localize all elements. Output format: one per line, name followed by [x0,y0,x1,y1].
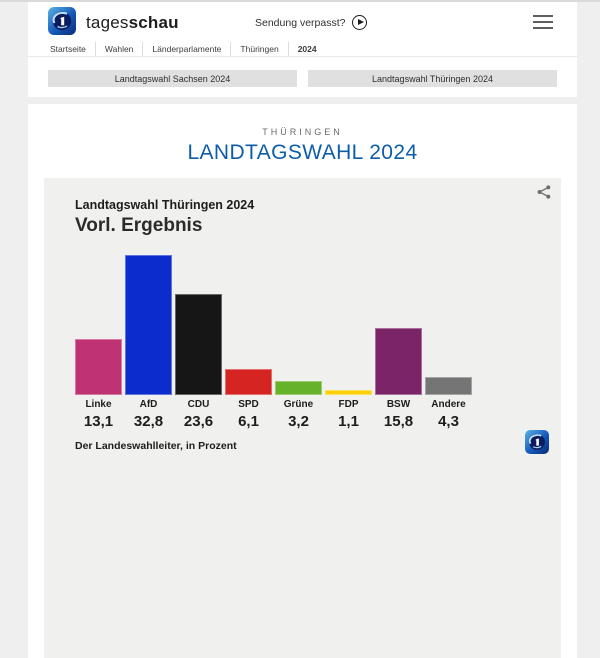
party-name: BSW [386,399,411,410]
party-result-value: 32,8 [133,413,164,430]
breadcrumb-item-länderparlamente[interactable]: Länderparlamente [143,42,232,56]
bar-label-afd: AfD 32,8 [125,399,172,430]
bar-andere [425,377,472,395]
bar-label-fdp: FDP 1,1 [325,399,372,430]
party-result-value: 4,3 [438,413,459,430]
bar-label-grüne: Grüne 3,2 [275,399,322,430]
bar-fdp [325,390,372,395]
breadcrumb-item-thüringen[interactable]: Thüringen [231,42,289,56]
bar-grüne [275,381,322,395]
site-header: tagesschau Sendung verpasst? Startseite W… [28,2,577,57]
bar-bsw [375,328,422,395]
election-nav-buttons: Landtagswahl Sachsen 2024 Landtagswahl Th… [28,57,577,97]
chart-title: Landtagswahl Thüringen 2024 [75,198,255,212]
party-name: Grüne [283,399,314,410]
breadcrumb-item-wahlen[interactable]: Wahlen [96,42,144,56]
party-name: Andere [431,399,466,410]
bar-afd [125,255,172,395]
content-column: tagesschau Sendung verpasst? Startseite W… [28,2,577,658]
party-result-value: 15,8 [383,413,414,430]
window-top-strip [0,0,600,2]
brand-bold: schau [128,13,179,32]
bar-spd [225,369,272,395]
bar-chart [75,255,545,395]
bar-label-cdu: CDU 23,6 [175,399,222,430]
hamburger-menu-icon[interactable] [533,15,553,29]
tagesschau-logo-icon[interactable] [48,7,76,35]
party-name: FDP [338,399,359,410]
breadcrumb-item-2024[interactable]: 2024 [297,44,317,54]
brand-regular: tages [86,13,129,32]
party-result-value: 1,1 [338,413,359,430]
results-chart-card: Landtagswahl Thüringen 2024 Vorl. Ergebn… [44,178,561,658]
bar-cdu [175,294,222,395]
party-result-value: 6,1 [238,413,259,430]
page-title: LANDTAGSWAHL 2024 [187,141,418,164]
chart-subtitle: Vorl. Ergebnis [75,215,203,236]
party-name: SPD [238,399,259,410]
bar-label-andere: Andere 4,3 [425,399,472,430]
breadcrumb: Startseite Wahlen Länderparlamente Thüringe… [50,42,326,56]
brand-wordmark[interactable]: tagesschau [86,13,179,33]
share-icon[interactable] [535,184,553,202]
section-gap [28,97,577,104]
bar-linke [75,339,122,395]
bar-labels: Linke 13,1 AfD 32,8 CDU 23,6 SPD 6,1 Grüne 3,2 FDP… [75,399,545,430]
party-result-value: 3,2 [288,413,309,430]
party-result-value: 13,1 [83,413,114,430]
chart-source: Der Landeswahlleiter, in Prozent [75,440,237,452]
party-name: AfD [139,399,158,410]
breadcrumb-item-startseite[interactable]: Startseite [50,42,96,56]
tagesschau-watermark-icon [525,430,549,454]
election-nav-button-1[interactable]: Landtagswahl Thüringen 2024 [308,70,557,87]
watch-missed-show-link[interactable]: Sendung verpasst? [255,15,368,30]
watch-missed-show-label: Sendung verpasst? [255,16,346,29]
party-result-value: 23,6 [183,413,214,430]
page-kicker: THÜRINGEN [262,127,343,137]
party-name: Linke [85,399,112,410]
main-content: THÜRINGEN LANDTAGSWAHL 2024 Landtagswahl… [28,104,577,658]
play-icon [352,15,368,30]
bar-label-linke: Linke 13,1 [75,399,122,430]
bar-label-spd: SPD 6,1 [225,399,272,430]
party-name: CDU [187,399,210,410]
bar-label-bsw: BSW 15,8 [375,399,422,430]
election-nav-button-0[interactable]: Landtagswahl Sachsen 2024 [48,70,297,87]
